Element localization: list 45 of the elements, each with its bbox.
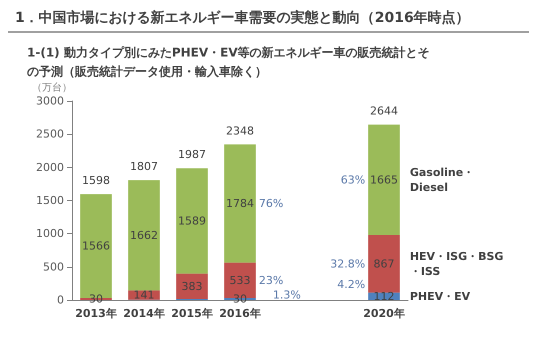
- x-tick-label: 2020年: [363, 307, 405, 320]
- total-label: 2644: [370, 104, 398, 118]
- data-label: 1662: [130, 228, 158, 242]
- x-tick-label: 2014年: [123, 307, 165, 320]
- y-tick-label: 0: [57, 294, 64, 306]
- data-label: 1566: [82, 240, 110, 253]
- annotation: 1.3%: [272, 288, 301, 302]
- total-label: 1598: [82, 174, 110, 188]
- annotation: 63%: [340, 173, 366, 186]
- bar: [224, 144, 256, 263]
- data-label: 533: [230, 274, 250, 287]
- annotation: 23%: [258, 274, 284, 287]
- bar: [176, 168, 208, 274]
- x-tick-label: 2016年: [219, 307, 261, 320]
- x-tick-label: 2013年: [75, 307, 117, 320]
- data-label: 383: [182, 280, 202, 293]
- bar: [368, 124, 400, 236]
- chart-title: 1．中国市場における新エネルギー車需要の実態と動向（2016年時点）: [15, 9, 470, 26]
- y-tick-label: 2000: [36, 160, 64, 174]
- data-label: 141: [134, 288, 154, 302]
- x-tick-label: 2015年: [171, 307, 213, 320]
- data-label: 1589: [178, 214, 206, 228]
- data-label: 1665: [370, 173, 398, 186]
- series-label: Gasoline・Diesel: [410, 166, 474, 194]
- y-tick-label: 2500: [36, 128, 64, 141]
- total-label: 1807: [130, 160, 158, 174]
- annotation: 4.2%: [337, 278, 366, 291]
- y-tick-label: 1500: [36, 194, 64, 207]
- bar: [128, 180, 160, 290]
- total-label: 2348: [226, 124, 254, 138]
- data-label: 867: [374, 257, 394, 270]
- data-label: 112: [374, 290, 394, 303]
- y-tick-label: 3000: [36, 94, 64, 108]
- series-label: HEV・ISG・BSG・ISS: [410, 250, 504, 278]
- chart-subtitle: 1-(1) 動力タイプ別にみたPHEV・EV等の新エネルギー車の販売統計とその予測（販売統計データ使用・輸入車除く）: [27, 46, 430, 78]
- data-label: 1784: [226, 196, 254, 210]
- bar: [176, 274, 208, 300]
- total-label: 1987: [178, 148, 206, 162]
- y-tick-label: 500: [43, 260, 64, 274]
- y-tick-label: 1000: [36, 227, 64, 240]
- y-axis-title: （万台）: [32, 82, 72, 94]
- annotation: 76%: [258, 196, 284, 210]
- bar: [368, 235, 400, 293]
- series-label: PHEV・EV: [410, 290, 471, 303]
- annotation: 32.8%: [330, 257, 366, 270]
